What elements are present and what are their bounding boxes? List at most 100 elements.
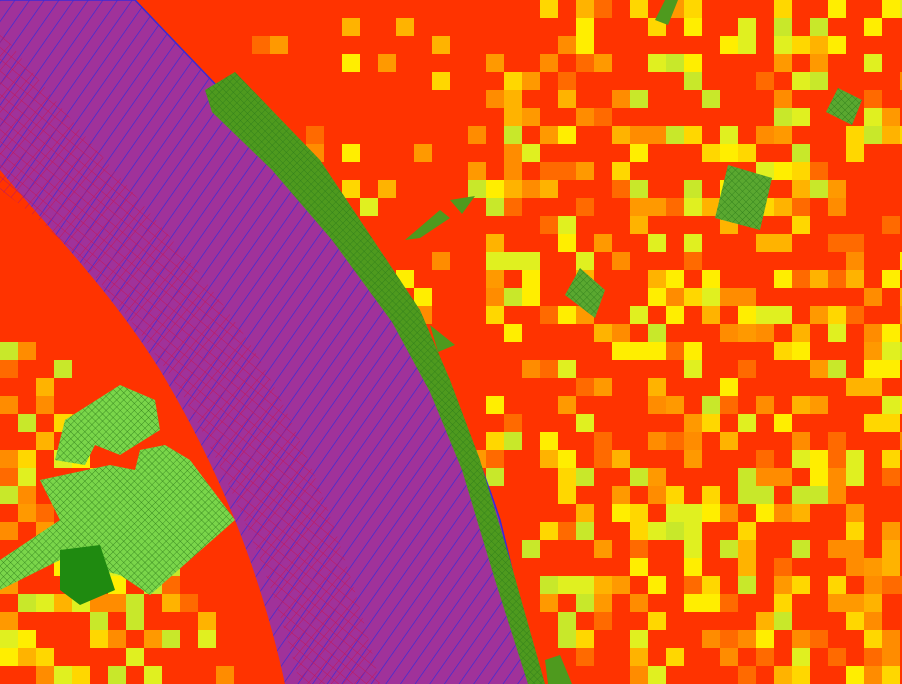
- raster-cell: [756, 396, 774, 414]
- raster-cell: [864, 288, 882, 306]
- raster-cell: [882, 666, 900, 684]
- raster-cell: [90, 630, 108, 648]
- river-hatch: [0, 0, 535, 684]
- raster-cell: [558, 450, 576, 468]
- raster-cell: [630, 0, 648, 18]
- raster-cell: [594, 594, 612, 612]
- raster-cell: [810, 162, 828, 180]
- raster-cell: [162, 594, 180, 612]
- raster-cell: [846, 468, 864, 486]
- raster-cell: [36, 432, 54, 450]
- raster-cell: [828, 180, 846, 198]
- raster-cell: [900, 324, 902, 342]
- raster-cell: [522, 144, 540, 162]
- raster-cell: [504, 198, 522, 216]
- raster-cell: [648, 432, 666, 450]
- raster-cell: [684, 432, 702, 450]
- raster-cell: [558, 216, 576, 234]
- raster-cell: [612, 162, 630, 180]
- raster-cell: [630, 342, 648, 360]
- raster-cell: [558, 90, 576, 108]
- raster-cell: [306, 126, 324, 144]
- raster-cell: [576, 252, 594, 270]
- raster-cell: [738, 486, 756, 504]
- raster-cell: [522, 360, 540, 378]
- raster-cell: [414, 144, 432, 162]
- raster-cell: [900, 396, 902, 414]
- raster-cell: [774, 558, 792, 576]
- raster-cell: [666, 126, 684, 144]
- raster-cell: [792, 36, 810, 54]
- raster-cell: [792, 216, 810, 234]
- raster-cell: [18, 504, 36, 522]
- raster-cell: [810, 180, 828, 198]
- raster-cell: [702, 504, 720, 522]
- raster-cell: [828, 36, 846, 54]
- raster-cell: [684, 198, 702, 216]
- raster-cell: [144, 630, 162, 648]
- raster-cell: [738, 558, 756, 576]
- raster-cell: [558, 522, 576, 540]
- raster-cell: [630, 90, 648, 108]
- raster-cell: [756, 486, 774, 504]
- raster-cell: [684, 522, 702, 540]
- raster-cell: [882, 558, 900, 576]
- raster-cell: [882, 540, 900, 558]
- raster-cell: [504, 288, 522, 306]
- raster-cell: [540, 0, 558, 18]
- raster-cell: [0, 468, 18, 486]
- raster-cell: [576, 594, 594, 612]
- raster-cell: [702, 288, 720, 306]
- raster-cell: [504, 414, 522, 432]
- raster-cell: [792, 342, 810, 360]
- raster-cell: [594, 432, 612, 450]
- raster-cell: [648, 486, 666, 504]
- raster-cell: [828, 360, 846, 378]
- raster-cell: [612, 90, 630, 108]
- raster-cell: [0, 612, 18, 630]
- raster-cell: [756, 306, 774, 324]
- raster-cell: [504, 144, 522, 162]
- raster-cell: [774, 36, 792, 54]
- raster-cell: [864, 594, 882, 612]
- raster-cell: [828, 450, 846, 468]
- green-strip: [205, 0, 678, 684]
- raster-cell: [864, 324, 882, 342]
- raster-cell: [774, 18, 792, 36]
- raster-cell: [828, 468, 846, 486]
- raster-cell: [558, 162, 576, 180]
- raster-cell: [810, 468, 828, 486]
- raster-cell: [684, 504, 702, 522]
- raster-cell: [720, 432, 738, 450]
- raster-cell: [810, 630, 828, 648]
- raster-cell: [18, 648, 36, 666]
- raster-cell: [648, 324, 666, 342]
- raster-cell: [594, 378, 612, 396]
- raster-cell: [792, 162, 810, 180]
- raster-cell: [594, 108, 612, 126]
- raster-cell: [846, 558, 864, 576]
- raster-cell: [828, 198, 846, 216]
- raster-cell: [864, 612, 882, 630]
- raster-cell: [792, 324, 810, 342]
- raster-cell: [720, 540, 738, 558]
- raster-cell: [666, 504, 684, 522]
- raster-cell: [846, 450, 864, 468]
- raster-cell: [882, 126, 900, 144]
- raster-cell: [432, 36, 450, 54]
- raster-cell: [630, 630, 648, 648]
- raster-cell: [828, 234, 846, 252]
- raster-cell: [612, 504, 630, 522]
- raster-cell: [738, 540, 756, 558]
- raster-cell: [666, 432, 684, 450]
- raster-cell: [576, 54, 594, 72]
- raster-cell: [738, 468, 756, 486]
- raster-cell: [684, 558, 702, 576]
- raster-cell: [792, 540, 810, 558]
- raster-cell: [882, 522, 900, 540]
- raster-cell: [504, 90, 522, 108]
- raster-cell: [774, 306, 792, 324]
- raster-cell: [720, 288, 738, 306]
- raster-cell: [36, 396, 54, 414]
